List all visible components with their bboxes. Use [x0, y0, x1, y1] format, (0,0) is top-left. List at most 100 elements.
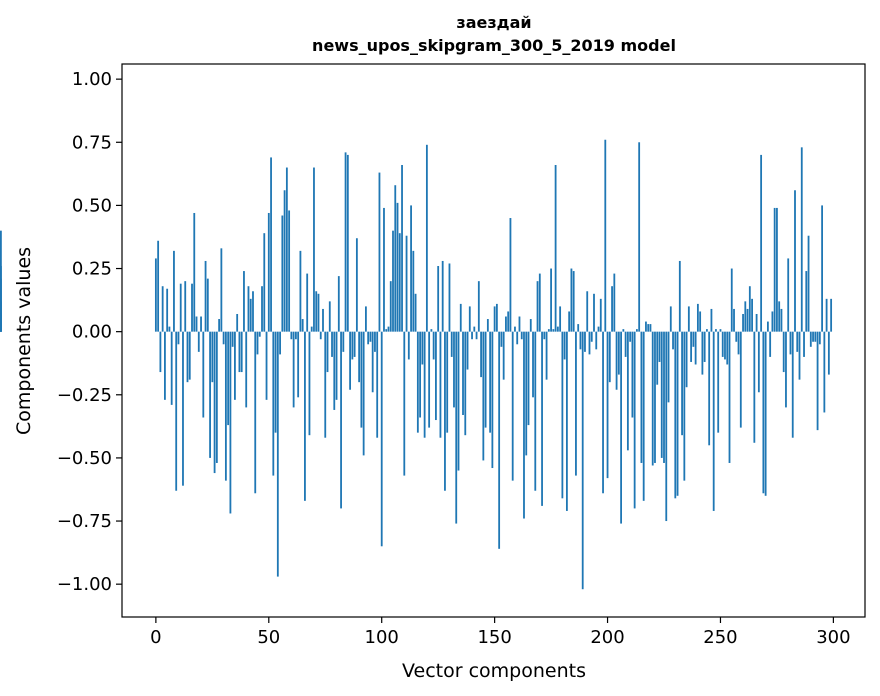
x-axis-ticks: 0 50 100 150 200 250 300 [150, 617, 851, 648]
bar-272 [769, 331, 772, 357]
y-tick-label: −0.50 [57, 448, 112, 469]
bar-192 [588, 331, 591, 355]
bar-154 [502, 331, 505, 380]
bar-102 [385, 329, 388, 332]
bar-241 [699, 311, 702, 332]
bar-219 [649, 324, 652, 332]
bar-292 [814, 331, 817, 342]
bar-29 [220, 248, 223, 332]
bar-263 [748, 286, 751, 332]
bar-216 [642, 331, 645, 501]
bar-152 [498, 331, 501, 549]
bar-100 [380, 331, 383, 547]
bar-84 [344, 152, 347, 332]
bar-217 [645, 321, 647, 332]
bar-205 [617, 331, 620, 375]
bar-202 [611, 286, 613, 332]
bar-104 [389, 281, 392, 332]
x-axis-label: Vector components [402, 660, 586, 682]
bar-19 [197, 331, 200, 352]
bar-259 [739, 331, 742, 428]
bar-40 [245, 331, 248, 408]
bar-267 [757, 331, 760, 393]
bar-92 [362, 331, 365, 456]
bar-17 [193, 212, 196, 332]
bar-254 [728, 331, 731, 463]
bar-31 [224, 331, 227, 481]
bar-180 [561, 331, 564, 499]
bar-11 [179, 283, 182, 332]
bar-284 [796, 331, 799, 352]
bar-23 [206, 278, 209, 332]
bar-235 [685, 331, 688, 388]
bar-15 [188, 331, 191, 380]
bar-39 [243, 271, 245, 332]
bar-126 [439, 331, 442, 438]
bar-78 [331, 331, 333, 357]
bar-61 [292, 331, 295, 408]
bar-47 [261, 286, 263, 332]
bar-6 [168, 326, 171, 332]
bar-38 [240, 331, 243, 373]
bar-234 [683, 331, 686, 481]
bar-211 [631, 331, 634, 418]
bar-42 [249, 298, 252, 332]
bar-246 [710, 308, 713, 332]
bar-118 [421, 331, 424, 365]
bar-228 [669, 306, 672, 332]
x-tick-label: 0 [150, 627, 161, 648]
bar-110 [403, 331, 406, 476]
bar-167 [532, 331, 534, 398]
bar-255 [730, 268, 733, 332]
bar-103 [387, 326, 390, 332]
bar-173 [545, 331, 548, 380]
bar-280 [787, 258, 790, 332]
bar-64 [299, 250, 302, 332]
bar-71 [315, 291, 318, 332]
bar-115 [414, 293, 417, 332]
bar-160 [516, 331, 519, 345]
bar-198 [602, 331, 604, 494]
bar-157 [509, 218, 512, 332]
bar-261 [744, 301, 747, 332]
bar-35 [234, 331, 236, 400]
bar-22 [204, 260, 207, 332]
bar-278 [782, 331, 785, 373]
bar-196 [597, 326, 600, 332]
bar-169 [536, 281, 539, 332]
bar-224 [660, 331, 663, 458]
bar-166 [529, 319, 532, 332]
bar-53 [274, 331, 277, 433]
bar-12 [182, 331, 184, 486]
bar-276 [778, 301, 781, 332]
bar-75 [324, 331, 327, 438]
bar-16 [191, 283, 193, 332]
bar-37 [238, 331, 241, 373]
bar-270 [764, 331, 767, 496]
bar-91 [360, 331, 363, 428]
bar-116 [416, 331, 419, 433]
bar-33 [229, 331, 232, 514]
bar-128 [444, 331, 446, 491]
bar-86 [349, 331, 351, 390]
bar-3 [161, 286, 164, 332]
bar-262 [746, 308, 749, 332]
bar-127 [441, 260, 444, 332]
bar-106 [394, 185, 397, 332]
bar-43 [252, 291, 254, 332]
bar-26 [213, 331, 216, 474]
bar-295 [821, 205, 823, 332]
bar-140 [471, 331, 473, 340]
bar-256 [733, 308, 735, 332]
bar-210 [629, 331, 632, 342]
bar-25 [211, 331, 214, 383]
bar-107 [396, 202, 399, 332]
y-tick-label: 0.25 [72, 259, 112, 280]
bar-269 [762, 331, 765, 494]
bar-186 [575, 331, 577, 476]
bar-286 [800, 147, 803, 332]
x-tick-label: 300 [816, 627, 850, 648]
bar-204 [615, 331, 618, 390]
bar-65 [301, 319, 304, 332]
bar-10 [177, 331, 180, 345]
